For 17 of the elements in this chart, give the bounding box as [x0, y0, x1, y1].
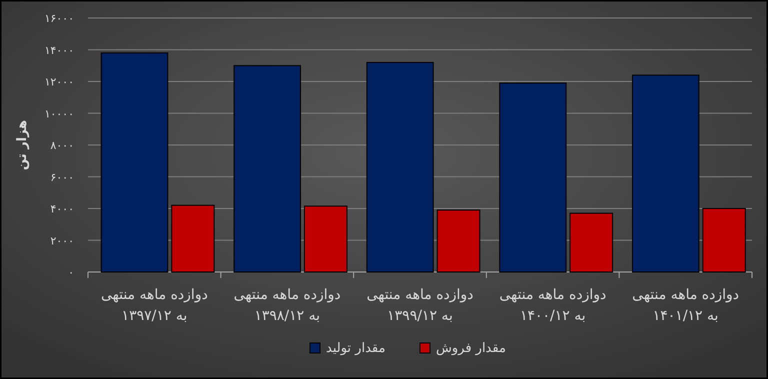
y-tick-label: ۱۴۰۰۰ [44, 44, 74, 57]
y-tick-label: ۲۰۰۰ [50, 234, 74, 248]
legend-label: مقدار تولید [326, 341, 386, 356]
x-tick-label: دوازده ماهه منتهی به ۱۳۹۷/۱۲ [100, 287, 208, 324]
y-tick-label: ۱۰۰۰۰ [44, 107, 74, 120]
y-axis-title: هزار تن [15, 120, 30, 170]
y-tick-label: ۸۰۰۰ [50, 139, 74, 152]
y-tick-label: ۶۰۰۰ [50, 170, 74, 184]
y-tick-label: ۱۲۰۰۰ [44, 76, 74, 88]
x-tick-label: دوازده ماهه منتهی به ۱۴۰۱/۱۲ [632, 287, 740, 324]
y-tick-label: ۱۶۰۰۰ [44, 12, 74, 25]
y-tick-label: ۰ [68, 266, 74, 279]
legend-label: مقدار فروش [436, 341, 506, 356]
y-tick-label: ۴۰۰۰ [50, 202, 74, 216]
x-tick-label: دوازده ماهه منتهی به ۱۳۹۹/۱۲ [366, 287, 474, 324]
x-tick-label: دوازده ماهه منتهی به ۱۴۰۰/۱۲ [499, 287, 606, 324]
x-tick-label: دوازده ماهه منتهی به ۱۳۹۸/۱۲ [234, 287, 341, 324]
